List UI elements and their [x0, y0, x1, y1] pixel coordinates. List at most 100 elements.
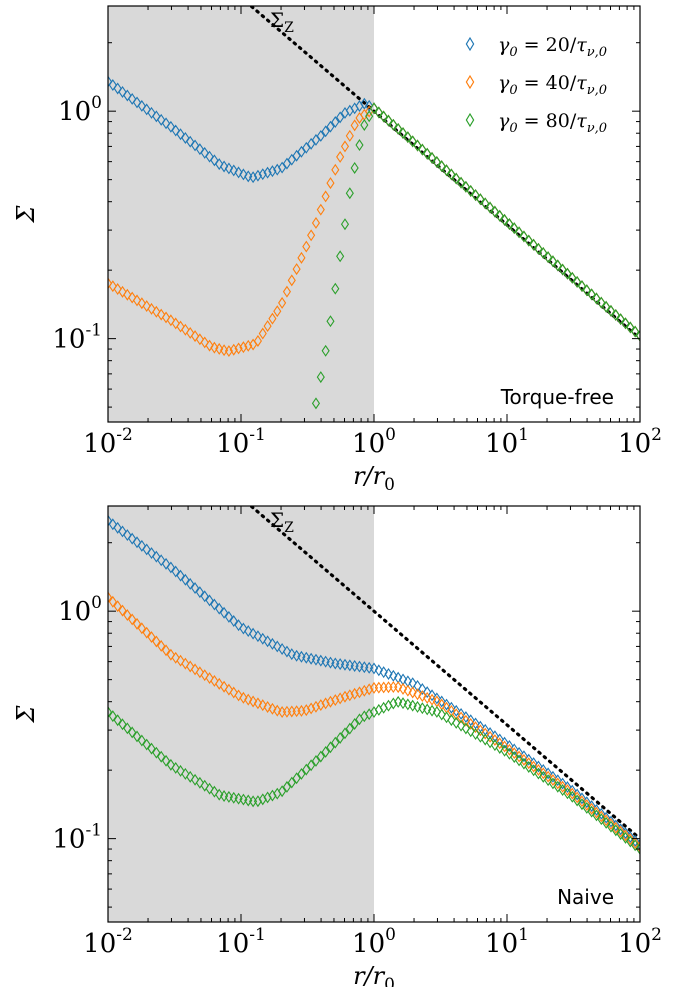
data-point [360, 119, 369, 131]
data-point [176, 320, 185, 333]
data-point [602, 816, 611, 829]
data-point [510, 222, 519, 235]
data-point [282, 780, 292, 793]
data-point [113, 600, 122, 613]
data-point [108, 591, 113, 604]
data-point [573, 794, 582, 807]
data-point [597, 813, 606, 826]
data-point [626, 835, 635, 848]
data-point [355, 660, 364, 673]
data-point [626, 321, 635, 334]
data-point [452, 172, 461, 185]
data-point [147, 106, 156, 119]
data-point [307, 759, 316, 772]
data-point [336, 150, 345, 163]
data-point [268, 637, 277, 650]
data-point [176, 764, 185, 777]
data-point [471, 728, 480, 741]
data-point [190, 582, 200, 594]
data-point [606, 820, 616, 833]
data-point [278, 643, 287, 655]
data-point [389, 669, 398, 682]
data-point [345, 187, 354, 200]
data-point [345, 689, 354, 702]
data-point [171, 565, 180, 578]
data-point [287, 274, 296, 287]
data-point [389, 681, 398, 693]
data-point [563, 267, 572, 280]
data-point [152, 746, 161, 759]
data-point [616, 828, 625, 841]
data-point [253, 795, 262, 808]
data-point [384, 114, 393, 127]
data-point [384, 681, 393, 694]
data-point [461, 714, 470, 727]
series-3-markers [311, 102, 640, 410]
data-point [471, 189, 480, 202]
data-point [558, 263, 567, 276]
data-point [326, 656, 335, 669]
data-point [476, 724, 485, 737]
data-point [423, 703, 432, 716]
data-point [548, 777, 558, 790]
data-point [539, 767, 548, 780]
data-point [278, 785, 287, 798]
data-point [311, 700, 321, 713]
data-point [108, 595, 117, 608]
data-point [132, 730, 142, 743]
data-point [253, 169, 262, 182]
data-point [215, 158, 224, 171]
data-point [171, 761, 180, 774]
data-point [166, 648, 175, 661]
data-point [340, 690, 350, 703]
data-point [403, 131, 412, 144]
data-point [215, 788, 224, 801]
data-point [113, 82, 122, 95]
data-point [195, 586, 204, 599]
data-point [311, 653, 321, 666]
data-point [519, 230, 528, 243]
data-point [297, 251, 306, 264]
data-point [326, 695, 335, 708]
data-point [195, 333, 204, 346]
data-point [224, 790, 233, 803]
data-point [447, 714, 456, 727]
data-point [510, 747, 519, 760]
data-point [568, 271, 577, 284]
data-point [481, 733, 490, 746]
series-1-markers [108, 514, 640, 851]
data-point [515, 226, 524, 239]
data-point [268, 789, 277, 802]
data-point [490, 730, 499, 743]
data-point [137, 734, 146, 747]
data-point [350, 161, 359, 174]
data-point [181, 131, 190, 144]
data-point [307, 702, 316, 715]
data-point [142, 543, 151, 556]
data-point [200, 146, 209, 159]
data-point [326, 741, 335, 754]
data-point [336, 250, 345, 263]
data-point [544, 770, 553, 783]
data-point [166, 758, 175, 771]
x-tick-label: 100 [352, 925, 396, 959]
data-point [369, 662, 379, 675]
data-point [268, 165, 277, 178]
data-point [258, 793, 267, 806]
y-axis-label: Σ [12, 204, 40, 223]
data-point [563, 787, 572, 800]
data-point [611, 309, 620, 322]
data-point [166, 314, 175, 327]
data-point [205, 594, 214, 607]
data-point [132, 294, 142, 307]
data-point [635, 329, 640, 342]
data-point [486, 736, 495, 749]
data-point [350, 717, 359, 730]
data-point [152, 305, 161, 318]
data-point [128, 532, 137, 545]
data-point [244, 625, 253, 638]
data-point [539, 770, 548, 783]
data-point [118, 285, 127, 298]
data-point [311, 397, 321, 410]
